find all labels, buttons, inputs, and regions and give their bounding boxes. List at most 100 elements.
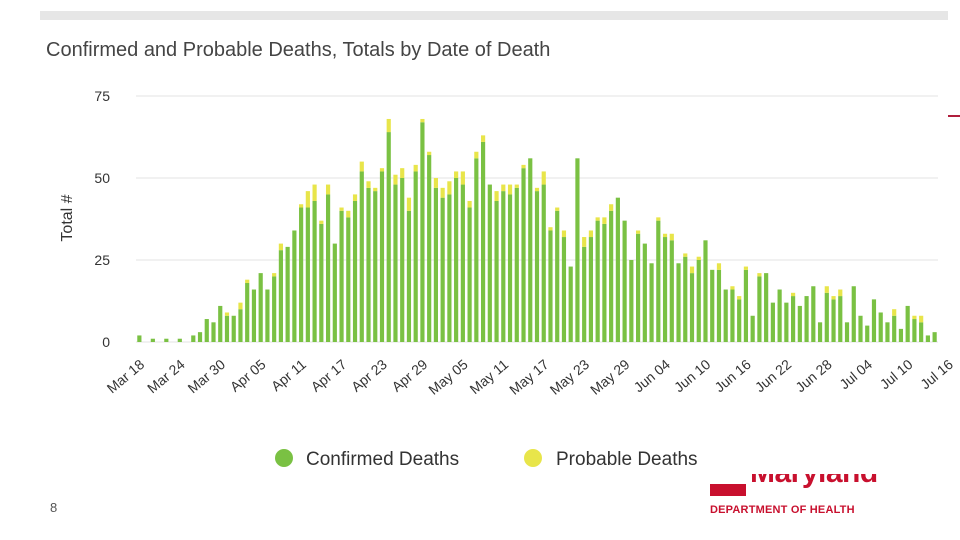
bar-confirmed[interactable] [595,220,600,342]
bar-confirmed[interactable] [393,184,398,342]
bar-confirmed[interactable] [177,338,182,342]
bar-probable[interactable] [379,168,385,172]
bar-confirmed[interactable] [750,315,755,342]
bar-probable[interactable] [683,253,688,257]
bar-confirmed[interactable] [642,243,647,342]
bar-probable[interactable] [541,171,546,185]
bar-confirmed[interactable] [582,246,587,342]
bar-probable[interactable] [245,279,250,283]
bar-probable[interactable] [662,233,668,238]
bar-probable[interactable] [480,135,486,142]
bar-probable[interactable] [447,181,452,195]
bar-confirmed[interactable] [265,289,270,342]
bar-confirmed[interactable] [258,273,263,342]
bar-confirmed[interactable] [501,191,506,342]
bar-probable[interactable] [366,181,371,188]
bar-confirmed[interactable] [191,335,196,342]
bar-confirmed[interactable] [716,269,722,342]
bar-probable[interactable] [689,266,695,274]
bar-confirmed[interactable] [919,322,924,342]
bar-confirmed[interactable] [454,178,459,342]
bar-confirmed[interactable] [912,319,917,342]
bar-confirmed[interactable] [602,223,607,342]
bar-confirmed[interactable] [440,197,445,342]
bar-confirmed[interactable] [676,263,681,342]
bar-probable[interactable] [420,118,425,123]
bar-probable[interactable] [696,256,701,260]
bar-probable[interactable] [534,187,540,192]
bar-confirmed[interactable] [885,322,890,342]
bar-confirmed[interactable] [487,184,492,342]
bar-confirmed[interactable] [534,191,540,342]
bar-confirmed[interactable] [312,200,317,342]
bar-confirmed[interactable] [164,338,169,342]
bar-confirmed[interactable] [400,178,405,342]
bar-probable[interactable] [238,302,243,310]
bar-probable[interactable] [413,164,418,172]
bar-confirmed[interactable] [231,315,236,342]
bar-probable[interactable] [400,168,405,178]
bar-confirmed[interactable] [629,260,634,342]
bar-confirmed[interactable] [427,155,432,342]
bar-probable[interactable] [393,174,398,185]
bar-probable[interactable] [325,184,331,195]
bar-confirmed[interactable] [218,305,223,342]
bar-probable[interactable] [582,237,587,247]
bar-confirmed[interactable] [568,266,573,342]
bar-confirmed[interactable] [561,237,567,342]
bar-confirmed[interactable] [460,184,465,342]
bar-confirmed[interactable] [245,282,250,342]
bar-confirmed[interactable] [683,256,688,342]
bar-probable[interactable] [272,273,277,277]
bar-confirmed[interactable] [325,194,331,342]
bar-confirmed[interactable] [480,141,486,342]
bar-confirmed[interactable] [386,132,391,342]
bar-confirmed[interactable] [238,309,243,342]
bar-confirmed[interactable] [575,158,580,342]
bar-probable[interactable] [730,286,735,290]
bar-confirmed[interactable] [851,286,856,342]
bar-probable[interactable] [467,200,472,208]
bar-confirmed[interactable] [636,233,641,342]
bar-probable[interactable] [636,230,641,234]
bar-confirmed[interactable] [272,276,277,342]
bar-confirmed[interactable] [346,217,351,342]
bar-confirmed[interactable] [865,325,870,342]
bar-probable[interactable] [501,184,506,192]
bar-confirmed[interactable] [379,171,385,342]
bar-probable[interactable] [352,194,358,201]
bar-confirmed[interactable] [588,237,594,342]
bar-probable[interactable] [919,315,924,323]
bar-confirmed[interactable] [898,328,904,342]
bar-confirmed[interactable] [878,312,883,342]
bar-confirmed[interactable] [609,210,614,342]
bar-probable[interactable] [602,217,607,224]
bar-confirmed[interactable] [764,273,769,342]
legend-item-probable[interactable]: Probable Deaths [524,449,698,470]
bar-confirmed[interactable] [406,210,412,342]
bar-probable[interactable] [737,296,742,300]
bar-confirmed[interactable] [804,296,809,342]
bar-confirmed[interactable] [251,289,257,342]
bar-confirmed[interactable] [528,158,533,342]
bar-probable[interactable] [514,184,519,188]
bar-confirmed[interactable] [548,230,553,342]
bar-confirmed[interactable] [514,187,519,342]
bar-probable[interactable] [427,151,432,156]
bar-probable[interactable] [278,243,283,251]
bar-probable[interactable] [299,204,304,208]
bar-probable[interactable] [561,230,567,238]
bar-confirmed[interactable] [615,197,620,342]
bar-confirmed[interactable] [905,305,910,342]
bar-confirmed[interactable] [622,220,627,342]
bar-confirmed[interactable] [474,158,479,342]
bar-confirmed[interactable] [373,191,378,342]
bar-confirmed[interactable] [420,122,425,343]
bar-confirmed[interactable] [925,335,930,342]
bar-confirmed[interactable] [757,276,762,342]
bar-probable[interactable] [433,178,438,188]
bar-probable[interactable] [224,312,230,316]
bar-probable[interactable] [312,184,317,201]
bar-confirmed[interactable] [319,223,324,342]
bar-probable[interactable] [716,263,722,270]
